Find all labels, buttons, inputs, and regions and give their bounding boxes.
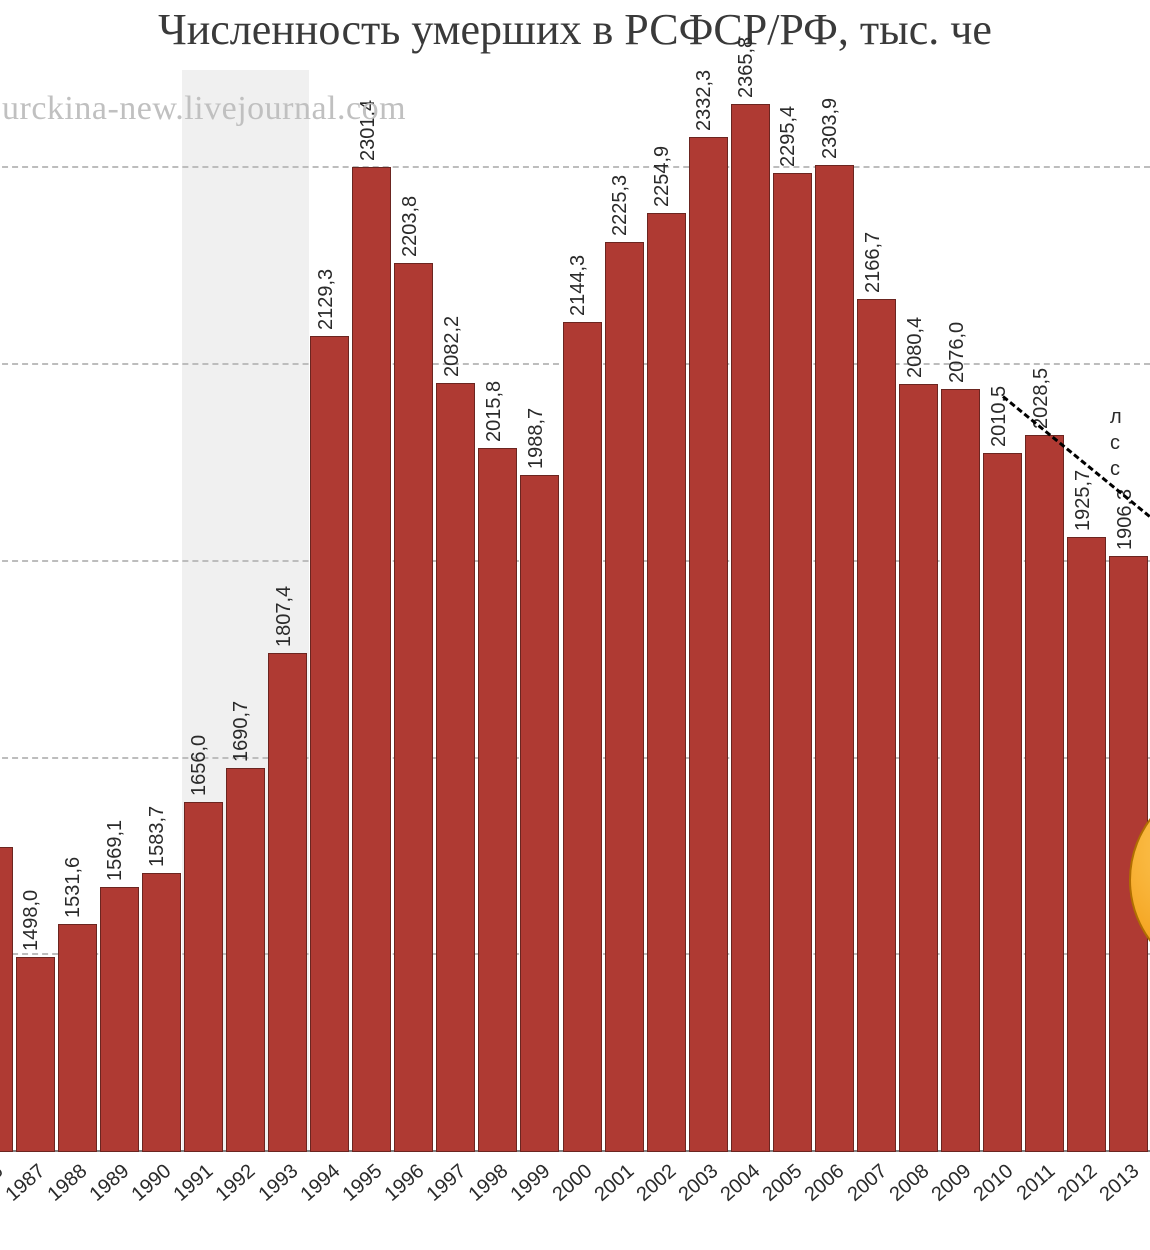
bar bbox=[563, 322, 602, 1152]
bar bbox=[268, 653, 307, 1152]
bar bbox=[352, 167, 391, 1152]
bar bbox=[815, 165, 854, 1152]
bar bbox=[16, 957, 55, 1152]
bar bbox=[478, 448, 517, 1152]
bar-value-label: 1531,6 bbox=[62, 857, 85, 918]
bar bbox=[58, 924, 97, 1152]
chart-title: Численность умерших в РСФСР/РФ, тыс. че bbox=[0, 4, 1150, 55]
bar-value-label: 2225,3 bbox=[609, 175, 632, 236]
bar-value-label: 1988,7 bbox=[525, 407, 548, 468]
bar bbox=[689, 137, 728, 1152]
bar-value-label: 2295,4 bbox=[777, 106, 800, 167]
chart-container: Численность умерших в РСФСР/РФ, тыс. че … bbox=[0, 0, 1150, 1250]
bar bbox=[394, 263, 433, 1152]
gridline bbox=[0, 166, 1150, 168]
bar-value-label: 1656,0 bbox=[188, 735, 211, 796]
bar bbox=[100, 887, 139, 1152]
bar-value-label: 2080,4 bbox=[904, 317, 927, 378]
bar-value-label: 2076,0 bbox=[946, 322, 969, 383]
bar-value-label: 2015,8 bbox=[483, 381, 506, 442]
bar-value-label: 2166,7 bbox=[862, 232, 885, 293]
bar bbox=[226, 768, 265, 1152]
bar bbox=[773, 173, 812, 1152]
annotation-line: с bbox=[1110, 430, 1122, 456]
bar bbox=[436, 383, 475, 1152]
bar bbox=[520, 475, 559, 1152]
bar bbox=[647, 213, 686, 1152]
bar-value-label: 1925,7 bbox=[1072, 469, 1095, 530]
watermark: urckina-new.livejournal.com bbox=[2, 90, 406, 128]
bar-value-label: 1690,7 bbox=[230, 701, 253, 762]
annotation-line: л bbox=[1110, 404, 1122, 430]
bar-value-label: 1583,7 bbox=[146, 806, 169, 867]
bar bbox=[184, 802, 223, 1152]
bar bbox=[1025, 435, 1064, 1152]
bar-value-label: 1807,4 bbox=[273, 586, 296, 647]
bar bbox=[142, 873, 181, 1152]
bar bbox=[310, 336, 349, 1152]
annotation-text: лсс bbox=[1110, 404, 1122, 482]
bar-value-label: 2203,8 bbox=[399, 196, 422, 257]
bar-value-label: 2254,9 bbox=[651, 146, 674, 207]
bar-value-label: 2129,3 bbox=[315, 269, 338, 330]
bar bbox=[1067, 537, 1106, 1152]
bar bbox=[983, 453, 1022, 1152]
bar bbox=[0, 847, 13, 1152]
bar-value-label: 2303,9 bbox=[819, 97, 842, 158]
bar bbox=[605, 242, 644, 1152]
bar bbox=[941, 389, 980, 1152]
bar bbox=[731, 104, 770, 1152]
bar-value-label: 2082,2 bbox=[441, 315, 464, 376]
bar-value-label: 2010,5 bbox=[988, 386, 1011, 447]
bar-value-label: 1498,0 bbox=[20, 890, 43, 951]
bar-value-label: 2144,3 bbox=[567, 254, 590, 315]
bar-value-label: 2332,3 bbox=[693, 69, 716, 130]
annotation-line: с bbox=[1110, 456, 1122, 482]
bar bbox=[899, 384, 938, 1152]
bar-value-label: 1569,1 bbox=[104, 820, 127, 881]
bar-chart: 9861498,019871531,619881569,119891583,71… bbox=[0, 70, 1150, 1152]
bar-value-label: 2365,8 bbox=[735, 36, 758, 97]
bar bbox=[857, 299, 896, 1152]
